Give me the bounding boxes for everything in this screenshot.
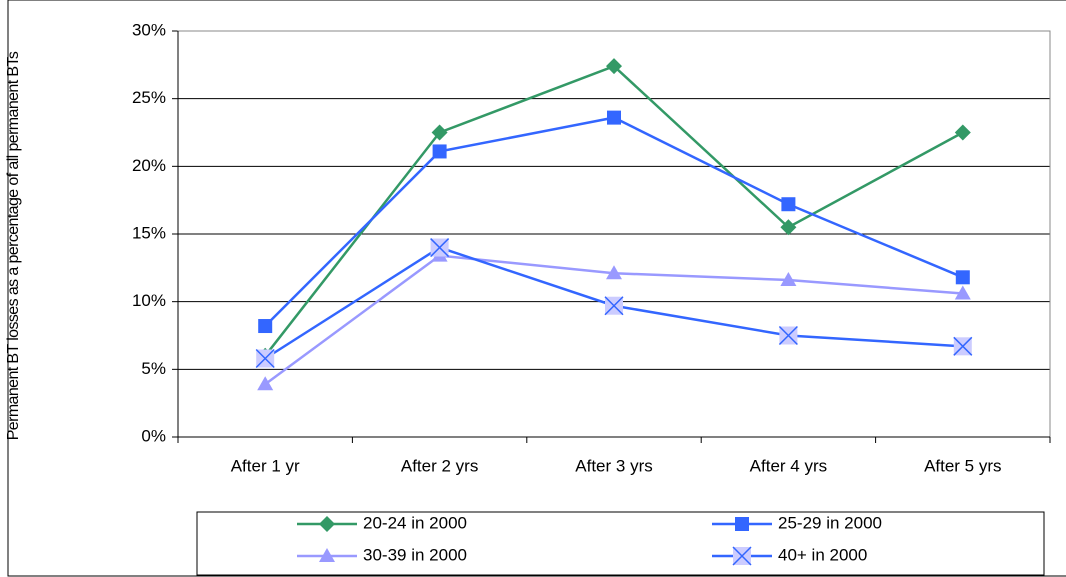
x-tick-label: After 3 yrs [575,456,652,475]
marker [607,110,621,125]
legend-label: 20-24 in 2000 [363,513,467,532]
legend-marker [319,548,335,562]
marker [255,348,275,369]
x-tick-label: After 5 yrs [924,456,1001,475]
marker [955,270,970,285]
legend-box [196,511,1045,576]
legend-marker [319,516,335,532]
marker-x [953,336,973,356]
marker-x [604,296,624,316]
legend-marker [735,517,749,531]
marker [257,376,274,391]
y-tick-label: 25% [132,88,166,107]
marker [606,265,622,280]
marker [604,296,624,316]
y-tick-label: 20% [132,156,166,175]
marker [954,285,971,300]
x-tick-label: After 2 yrs [401,456,478,475]
marker [781,197,796,212]
y-tick-label: 30% [132,20,166,39]
x-tick-label: After 4 yrs [750,456,827,475]
legend-label: 40+ in 2000 [778,545,867,564]
legend-entry: 25-29 in 2000 [712,513,882,532]
legend-entry: 20-24 in 2000 [297,513,467,532]
marker [431,124,448,141]
marker [780,219,797,236]
legend-entry: 30-39 in 2000 [297,545,467,564]
marker [606,58,622,75]
marker-x [778,325,798,346]
legend-label: 25-29 in 2000 [778,513,882,532]
marker [430,238,450,258]
x-tick-label: After 1 yr [231,456,300,475]
marker [432,144,447,159]
marker [258,319,273,334]
y-axis-label: Permanent BT losses as a percentage of a… [5,51,22,441]
y-tick-label: 5% [141,359,166,378]
legend-marker [732,546,752,566]
chart-frame [7,0,1066,577]
y-tick-label: 0% [141,426,166,445]
marker [780,272,797,287]
marker-x [732,546,752,566]
marker [954,124,971,141]
legend-label: 30-39 in 2000 [363,545,467,564]
legend-entry: 40+ in 2000 [712,545,867,566]
y-tick-label: 15% [132,223,166,242]
marker-x [430,238,450,258]
marker-x [255,348,275,369]
marker [953,336,973,356]
marker [778,325,798,346]
series-line [264,116,964,327]
y-tick-label: 10% [132,291,166,310]
